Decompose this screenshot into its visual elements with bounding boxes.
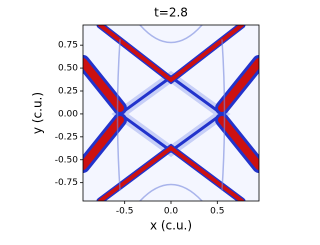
y-tick-label: 0.25 [58,87,78,97]
y-tick-label: -0.25 [55,132,78,142]
chart-title: t=2.8 [154,6,188,20]
field-image [83,25,259,201]
y-tick-label: 0.00 [58,109,78,119]
x-tick-label: 0.5 [210,207,224,217]
x-tick-label: -0.5 [116,207,134,217]
y-tick-label: 0.75 [58,41,78,51]
x-tick-label: 0.0 [164,207,179,217]
y-axis-label: y (c.u.) [31,92,45,134]
y-tick-label: -0.50 [55,155,79,165]
y-tick-label: -0.75 [55,178,78,188]
chart: t=2.8 x (c.u.) y (c.u.) -0.5 0.0 0.5 0.75 0.… [31,6,260,233]
y-tick-label: 0.50 [58,64,78,74]
x-axis-label: x (c.u.) [150,219,192,233]
